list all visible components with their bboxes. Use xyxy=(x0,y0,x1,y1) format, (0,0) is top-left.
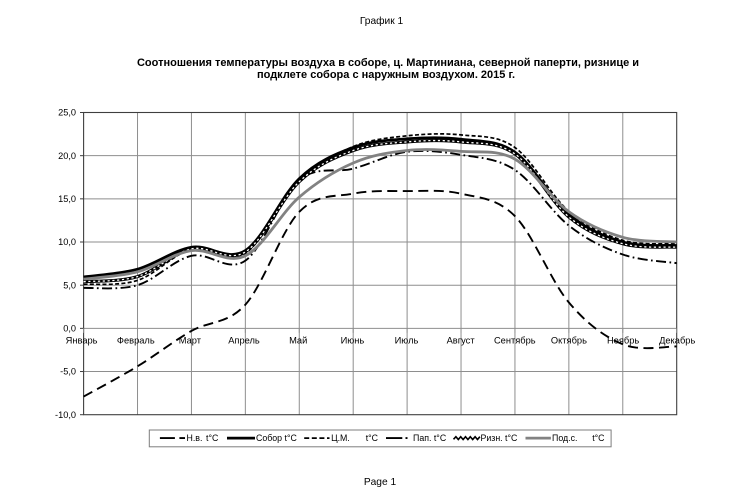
svg-text:Март: Март xyxy=(179,335,202,345)
svg-text:Ноябрь: Ноябрь xyxy=(607,335,639,345)
svg-text:10,0: 10,0 xyxy=(58,237,76,247)
svg-text:Под.с.: Под.с. xyxy=(552,433,577,443)
svg-text:-5,0: -5,0 xyxy=(60,367,76,377)
svg-text:t°C: t°C xyxy=(206,433,219,443)
svg-text:t°C: t°C xyxy=(592,433,605,443)
svg-text:Пап. t°C: Пап. t°C xyxy=(413,433,447,443)
svg-text:Собор t°C: Собор t°C xyxy=(256,433,297,443)
svg-text:Декабрь: Декабрь xyxy=(659,335,695,345)
svg-text:Н.в.: Н.в. xyxy=(187,433,203,443)
svg-text:5,0: 5,0 xyxy=(63,280,76,290)
svg-text:Октябрь: Октябрь xyxy=(551,335,587,345)
svg-text:25,0: 25,0 xyxy=(58,108,76,118)
svg-text:0,0: 0,0 xyxy=(63,324,76,334)
svg-text:Февраль: Февраль xyxy=(117,335,155,345)
svg-text:Январь: Январь xyxy=(66,335,98,345)
svg-text:15,0: 15,0 xyxy=(58,194,76,204)
svg-text:-10,0: -10,0 xyxy=(55,410,76,420)
svg-text:Июль: Июль xyxy=(395,335,419,345)
svg-text:t°C: t°C xyxy=(366,433,379,443)
svg-text:Соотношения температуры воздух: Соотношения температуры воздуха в соборе… xyxy=(137,57,639,69)
svg-text:20,0: 20,0 xyxy=(58,151,76,161)
svg-text:подклете собора с наружным воз: подклете собора с наружным воздухом. 201… xyxy=(257,69,515,81)
svg-text:Май: Май xyxy=(289,335,307,345)
svg-text:Сентябрь: Сентябрь xyxy=(494,335,536,345)
svg-text:Апрель: Апрель xyxy=(228,335,260,345)
svg-text:Июнь: Июнь xyxy=(341,335,365,345)
svg-text:Ризн. t°C: Ризн. t°C xyxy=(481,433,519,443)
svg-text:Ц.М.: Ц.М. xyxy=(331,433,350,443)
svg-text:Август: Август xyxy=(447,335,476,345)
svg-text:График 1: График 1 xyxy=(360,15,404,27)
svg-text:Page 1: Page 1 xyxy=(364,477,397,488)
